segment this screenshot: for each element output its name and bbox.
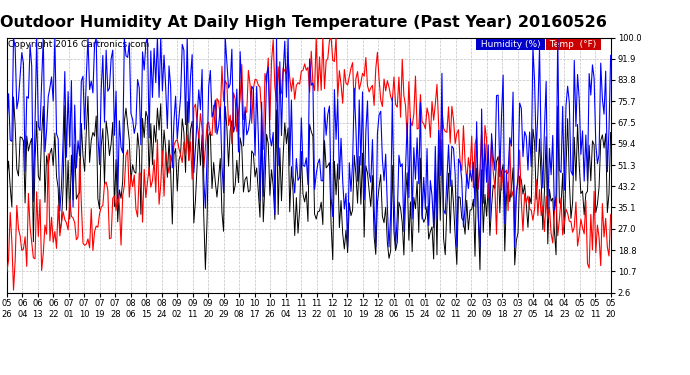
Text: Copyright 2016 Cartronics.com: Copyright 2016 Cartronics.com [8, 40, 149, 49]
Text: Outdoor Humidity At Daily High Temperature (Past Year) 20160526: Outdoor Humidity At Daily High Temperatu… [0, 15, 607, 30]
Text: Humidity (%): Humidity (%) [477, 40, 543, 49]
Text: Temp  (°F): Temp (°F) [547, 40, 600, 49]
